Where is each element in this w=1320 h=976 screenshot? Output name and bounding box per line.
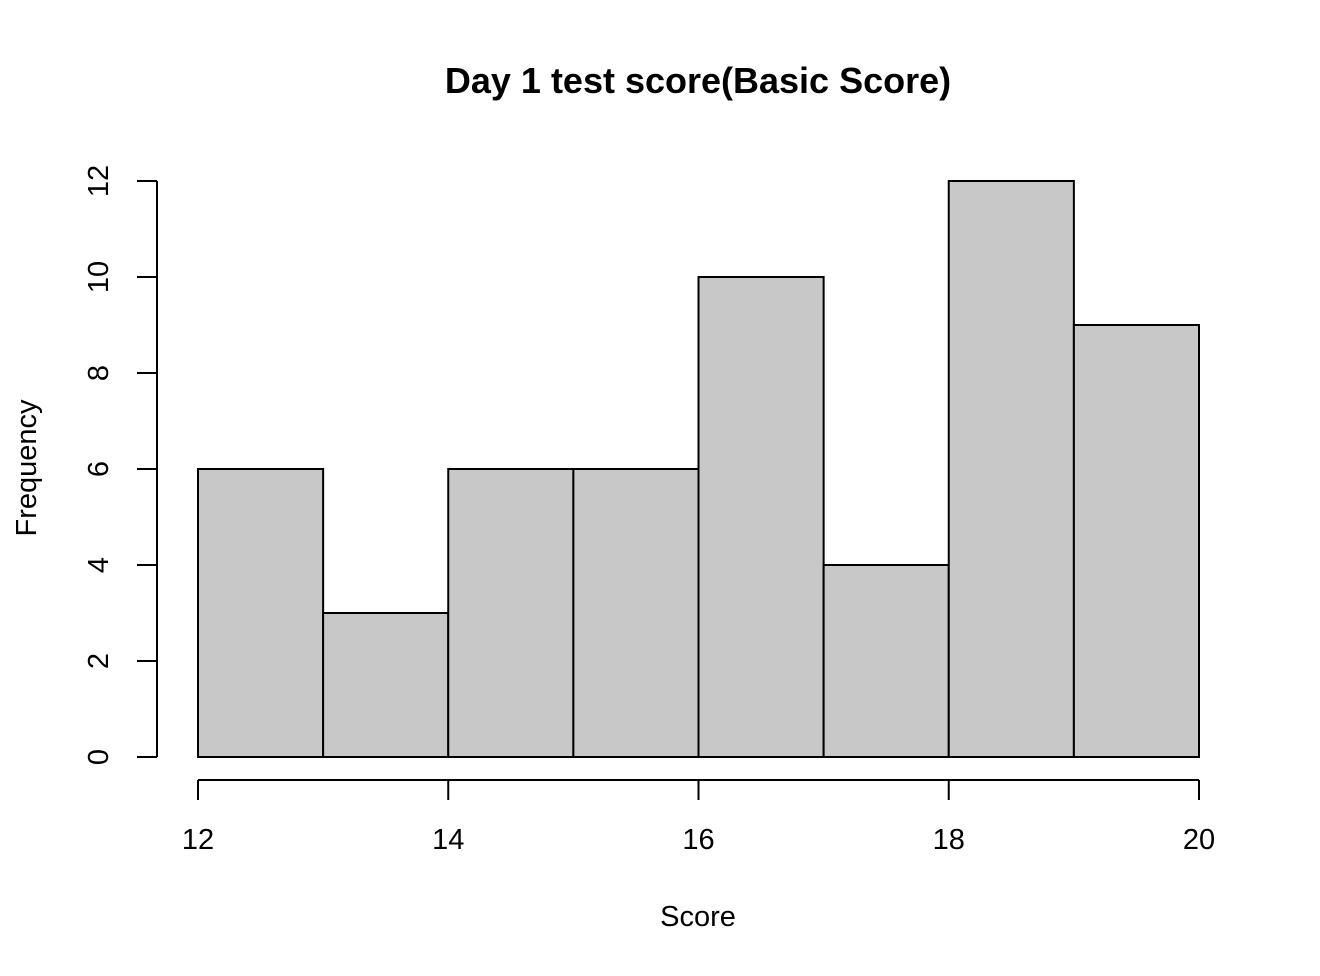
histogram-bar-2 xyxy=(447,468,575,758)
y-tick-label-2: 4 xyxy=(83,557,115,573)
histogram-bar-5 xyxy=(822,564,950,758)
x-tick-label-1: 14 xyxy=(432,824,464,856)
chart-title: Day 1 test score(Basic Score) xyxy=(445,60,951,101)
histogram-bar-4 xyxy=(697,276,825,758)
y-tick-label-5: 10 xyxy=(83,261,115,293)
x-tick-label-4: 20 xyxy=(1183,824,1215,856)
x-tick-label-2: 16 xyxy=(682,824,714,856)
x-axis-label: Score xyxy=(660,901,736,933)
y-tick-label-0: 0 xyxy=(83,749,115,765)
bars-group xyxy=(197,180,1200,758)
x-tick-label-0: 12 xyxy=(182,824,214,856)
x-axis: 12 14 16 18 20 xyxy=(182,779,1215,856)
histogram-bar-0 xyxy=(197,468,325,758)
y-tick-label-6: 12 xyxy=(83,165,115,197)
y-axis-label: Frequency xyxy=(11,399,43,537)
y-tick-label-3: 6 xyxy=(83,461,115,477)
y-axis: 0 2 4 6 8 10 12 xyxy=(83,165,158,765)
histogram-bar-1 xyxy=(322,612,450,758)
histogram-bar-6 xyxy=(947,180,1075,758)
y-tick-label-1: 2 xyxy=(83,653,115,669)
histogram-bar-7 xyxy=(1072,324,1200,758)
y-tick-label-4: 8 xyxy=(83,365,115,381)
x-tick-label-3: 18 xyxy=(933,824,965,856)
histogram-bar-3 xyxy=(572,468,700,758)
